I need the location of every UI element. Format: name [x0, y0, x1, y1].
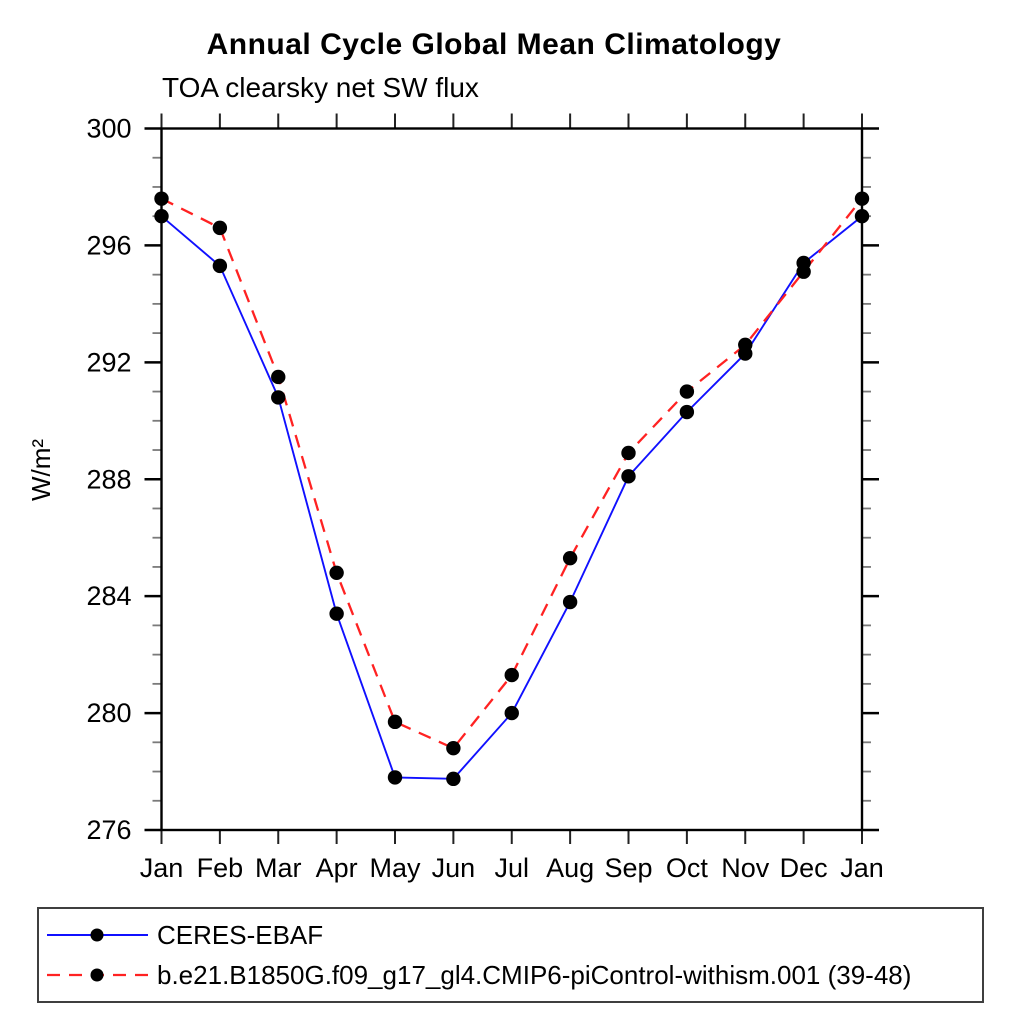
x-month-ticks	[160, 113, 863, 844]
x-tick-label: Mar	[255, 853, 302, 883]
data-point	[329, 565, 344, 580]
series-line-1	[160, 197, 863, 750]
data-point	[562, 594, 578, 610]
data-point	[621, 469, 636, 484]
series-markers-1	[154, 191, 870, 756]
x-tick-label: Jul	[494, 853, 529, 883]
y-tick-label: 300	[86, 114, 131, 144]
y-tick-label: 288	[86, 464, 131, 494]
y-minor-ticks	[152, 156, 871, 802]
legend-item-model-run: b.e21.B1850G.f09_g17_gl4.CMIP6-piControl…	[45, 955, 982, 995]
legend-item-ceres-ebaf: CERES-EBAF	[45, 915, 982, 955]
y-tick-label: 280	[86, 698, 131, 728]
data-point	[621, 445, 636, 461]
x-tick-label: Jan	[140, 853, 184, 883]
data-point	[562, 550, 578, 566]
x-tick-label: May	[369, 853, 421, 883]
x-tick-label: Feb	[197, 853, 244, 883]
legend: CERES-EBAF b.e21.B1850G.f09_g17_gl4.CMIP…	[37, 907, 984, 1003]
x-tick-label: Jan	[840, 853, 884, 883]
data-point	[154, 191, 169, 206]
data-point	[387, 770, 403, 785]
plot-frame	[160, 127, 864, 832]
data-point	[854, 208, 870, 224]
x-tick-label: Nov	[721, 853, 770, 883]
data-point	[446, 771, 461, 787]
x-tick-label: Sep	[604, 853, 652, 883]
data-point	[212, 220, 228, 236]
data-point	[796, 264, 811, 279]
y-tick-label: 292	[86, 347, 131, 377]
data-point	[679, 384, 695, 399]
data-point	[271, 369, 286, 385]
data-point	[679, 404, 695, 420]
data-point	[504, 667, 519, 683]
chart-subtitle: TOA clearsky net SW flux	[162, 72, 479, 103]
data-point	[154, 208, 169, 224]
data-point	[329, 606, 344, 621]
data-point	[446, 740, 461, 756]
series-markers-0	[154, 208, 870, 787]
x-tick-label: Apr	[316, 853, 358, 883]
y-tick-label: 296	[86, 230, 131, 260]
y-tick-labels: 276 280 284 288 292 296 300	[86, 114, 131, 846]
data-point	[212, 258, 228, 274]
data-point	[504, 705, 519, 721]
data-point	[387, 714, 403, 730]
y-tick-label: 284	[86, 581, 131, 611]
y-axis-title: W/m²	[26, 439, 56, 501]
data-point	[854, 191, 870, 206]
legend-line-sample-dashed	[47, 968, 148, 982]
series-line-0	[160, 215, 863, 780]
data-point	[271, 390, 286, 405]
legend-label-model-run: b.e21.B1850G.f09_g17_gl4.CMIP6-piControl…	[157, 959, 912, 990]
data-point	[738, 337, 753, 352]
legend-line-sample-solid	[47, 928, 148, 942]
x-tick-label: Dec	[780, 853, 828, 883]
chart-svg: Annual Cycle Global Mean Climatology TOA…	[26, 28, 884, 883]
x-tick-label: Aug	[546, 853, 594, 883]
x-tick-labels: Jan Feb Mar Apr May Jun Jul Aug Sep Oct Nov Dec Jan	[140, 853, 884, 883]
chart-title: Annual Cycle Global Mean Climatology	[207, 28, 782, 61]
legend-label-ceres-ebaf: CERES-EBAF	[157, 919, 324, 950]
x-tick-label: Oct	[666, 853, 709, 883]
y-major-ticks	[144, 127, 879, 832]
x-tick-label: Jun	[432, 853, 476, 883]
y-tick-label: 276	[86, 815, 131, 845]
